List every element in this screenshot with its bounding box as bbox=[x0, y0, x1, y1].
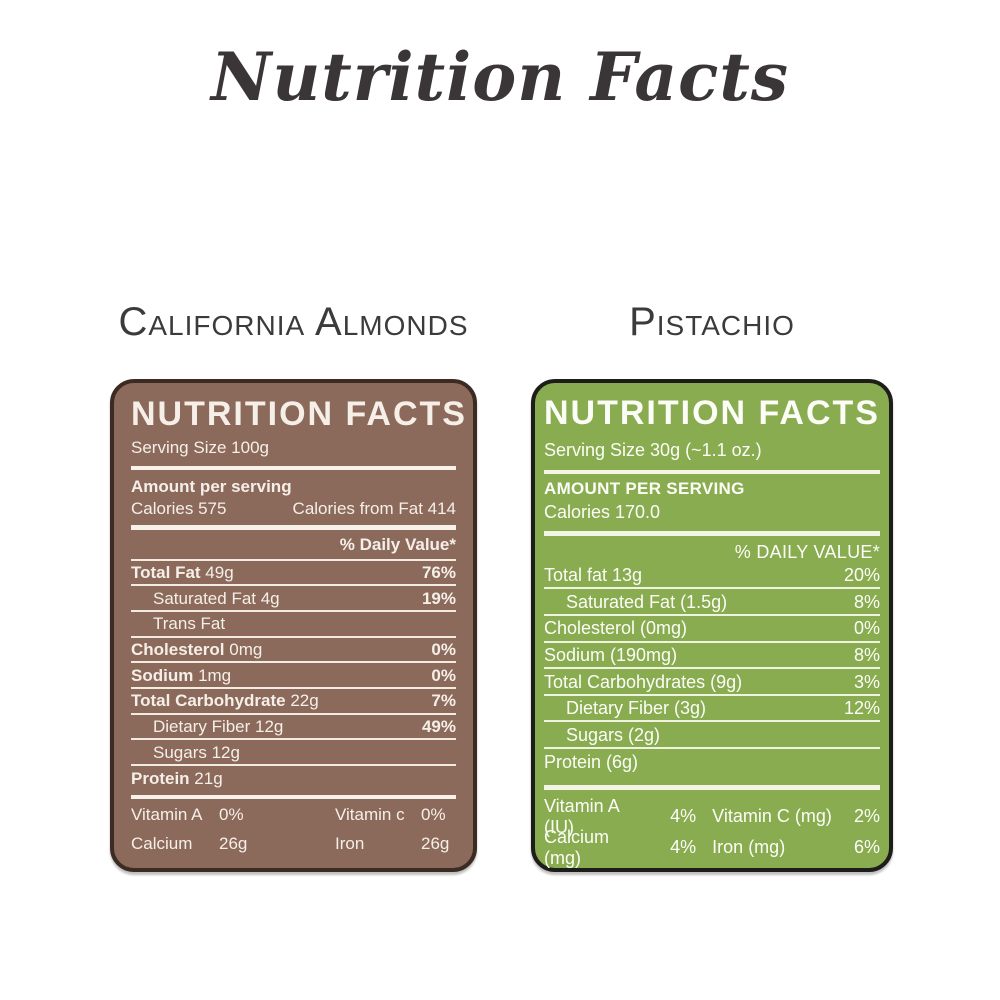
micros-row: Calcium (mg) 4% Iron (mg) 6% bbox=[544, 827, 880, 868]
nutrient-value: 76% bbox=[421, 563, 456, 583]
nutrient-name: Total Carbohydrate 22g bbox=[131, 691, 319, 711]
nutrient-row: Protein (6g) bbox=[544, 749, 880, 775]
nutrient-value: 20% bbox=[843, 565, 880, 586]
daily-value-heading: % DAILY VALUE* bbox=[734, 541, 880, 562]
micro-value: 4% bbox=[670, 837, 697, 858]
thick-divider bbox=[544, 531, 880, 536]
nutrient-value: 0% bbox=[431, 640, 456, 660]
nutrient-name: Saturated Fat (1.5g) bbox=[566, 591, 728, 612]
almonds-subtitle: California Almonds bbox=[118, 299, 469, 344]
amount-per-serving-heading: AMOUNT PER SERVING bbox=[544, 479, 745, 499]
nutrient-value: 0% bbox=[853, 618, 880, 639]
micronutrients: Vitamin A (IU) 4% Vitamin C (mg) 2% Calc… bbox=[544, 796, 880, 868]
micros-row: Calcium 26g Iron 26g bbox=[131, 829, 456, 858]
nutrient-name: Sodium 1mg bbox=[131, 665, 232, 685]
nutrient-name: Cholesterol (0mg) bbox=[544, 618, 688, 639]
nutrient-value: 19% bbox=[421, 588, 456, 608]
micro-label: Vitamin c bbox=[335, 804, 405, 824]
nutrient-name: Trans Fat bbox=[153, 614, 226, 634]
micro-value: 26g bbox=[421, 833, 450, 853]
micro-value: 0% bbox=[219, 804, 244, 824]
nutrient-row: Total fat 13g 20% bbox=[544, 563, 880, 590]
nutrient-name: Total Carbohydrates (9g) bbox=[544, 671, 743, 692]
micro-value: 6% bbox=[853, 837, 880, 858]
pistachio-card: NUTRITION FACTS Serving Size 30g (~1.1 o… bbox=[531, 379, 893, 872]
nutrient-name: Total Fat 49g bbox=[131, 563, 234, 583]
micro-label: Calcium (mg) bbox=[544, 826, 610, 868]
nutrient-name: Saturated Fat 4g bbox=[153, 588, 280, 608]
nutrient-row: Total Carbohydrate 22g 7% bbox=[131, 689, 456, 715]
nutrient-row: Total Fat 49g 76% bbox=[131, 561, 456, 587]
serving-size: Serving Size 30g (~1.1 oz.) bbox=[544, 439, 762, 460]
micros-row: Vitamin A (IU) 4% Vitamin C (mg) 2% bbox=[544, 796, 880, 837]
calories-value: Calories 575 bbox=[131, 499, 227, 519]
nutrient-name: Sugars (2g) bbox=[566, 724, 661, 745]
nutrient-value: 12% bbox=[843, 698, 880, 719]
nutrient-row: Sugars (2g) bbox=[544, 722, 880, 750]
nutrient-name: Protein (6g) bbox=[544, 752, 639, 773]
nutrient-value: 7% bbox=[431, 691, 456, 711]
nutrient-row: Sodium 1mg 0% bbox=[131, 663, 456, 690]
thick-divider bbox=[131, 525, 456, 530]
nutrient-row: Saturated Fat 4g 19% bbox=[131, 586, 456, 613]
nutrient-row: Saturated Fat (1.5g) 8% bbox=[544, 589, 880, 617]
nutrient-row: Dietary Fiber (3g) 12% bbox=[544, 696, 880, 723]
serving-size: Serving Size 100g bbox=[131, 437, 269, 457]
nutrient-value: 8% bbox=[853, 591, 880, 612]
thick-divider bbox=[131, 794, 456, 800]
micro-label: Iron bbox=[335, 833, 365, 853]
nutrient-row: Protein 21g bbox=[131, 766, 456, 791]
nutrient-name: Sugars 12g bbox=[153, 742, 240, 762]
daily-value-heading: % Daily Value* bbox=[131, 532, 456, 561]
nutrient-name: Dietary Fiber (3g) bbox=[566, 698, 707, 719]
nutrient-name: Cholesterol 0mg bbox=[131, 640, 263, 660]
nutrient-row: Cholesterol 0mg 0% bbox=[131, 638, 456, 664]
micro-value: 4% bbox=[670, 806, 697, 827]
nutrient-row: Total Carbohydrates (9g) 3% bbox=[544, 669, 880, 696]
nutrient-row: Cholesterol (0mg) 0% bbox=[544, 616, 880, 643]
page-title: Nutrition Facts bbox=[210, 38, 790, 116]
nutrient-value: 49% bbox=[421, 717, 456, 737]
nutrient-name: Total fat 13g bbox=[544, 565, 643, 586]
calories-line: Calories 575 Calories from Fat 414 bbox=[131, 499, 456, 519]
almonds-card: NUTRITION FACTS Serving Size 100g Amount… bbox=[110, 379, 477, 872]
micro-value: 0% bbox=[421, 804, 446, 824]
nutrient-row: Trans Fat bbox=[131, 612, 456, 638]
micronutrients: Vitamin A 0% Vitamin c 0% Calcium 26g Ir… bbox=[131, 800, 456, 858]
card-title: NUTRITION FACTS bbox=[131, 395, 467, 433]
nutrient-value: 0% bbox=[431, 665, 456, 685]
nutrient-name: Sodium (190mg) bbox=[544, 644, 678, 665]
micro-label: Calcium bbox=[131, 833, 193, 853]
nutrient-row: Dietary Fiber 12g 49% bbox=[131, 715, 456, 741]
thick-divider bbox=[131, 465, 456, 471]
amount-per-serving-heading: Amount per serving bbox=[131, 477, 292, 497]
thick-divider bbox=[544, 469, 880, 475]
calories-line: Calories 170.0 bbox=[544, 502, 880, 523]
thick-divider bbox=[544, 784, 880, 790]
calories-from-fat-value: Calories from Fat 414 bbox=[292, 499, 456, 519]
micro-label: Vitamin C (mg) bbox=[712, 806, 832, 827]
card-title: NUTRITION FACTS bbox=[544, 394, 880, 432]
nutrient-name: Dietary Fiber 12g bbox=[153, 717, 284, 737]
micro-value: 26g bbox=[219, 833, 248, 853]
micro-label: Vitamin A bbox=[131, 804, 203, 824]
pistachio-subtitle: Pistachio bbox=[629, 299, 795, 344]
nutrient-row: Sugars 12g bbox=[131, 740, 456, 767]
calories-value: Calories 170.0 bbox=[544, 502, 661, 523]
micro-value: 2% bbox=[853, 806, 880, 827]
nutrient-row: Sodium (190mg) 8% bbox=[544, 643, 880, 670]
nutrient-value: 3% bbox=[853, 671, 880, 692]
micro-label: Iron (mg) bbox=[712, 837, 786, 858]
micro-label: Vitamin A (IU) bbox=[544, 795, 619, 837]
micros-row: Vitamin A 0% Vitamin c 0% bbox=[131, 800, 456, 829]
nutrient-name: Protein 21g bbox=[131, 769, 223, 789]
nutrient-value: 8% bbox=[853, 644, 880, 665]
